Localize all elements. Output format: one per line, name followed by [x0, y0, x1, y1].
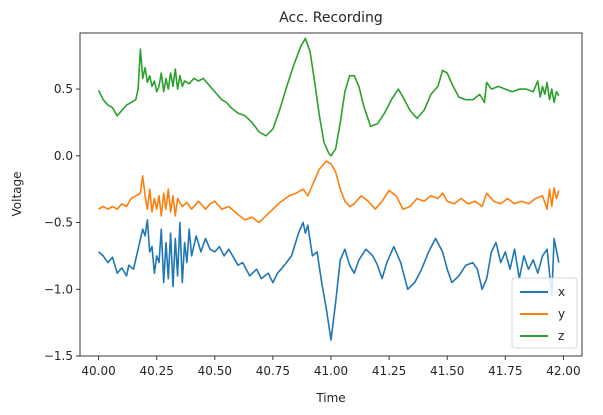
y-tick-label: −0.5	[44, 216, 73, 230]
y-axis: −1.5 −1.0 −0.5 0.0 0.5	[44, 82, 80, 363]
x-tick-label: 41.00	[314, 364, 348, 378]
legend-label-y: y	[558, 307, 565, 321]
x-tick-label: 41.75	[488, 364, 522, 378]
x-tick-label: 41.50	[430, 364, 464, 378]
y-tick-label: −1.0	[44, 282, 73, 296]
x-tick-label: 42.00	[546, 364, 580, 378]
y-axis-label: Voltage	[10, 171, 24, 216]
y-tick-label: −1.5	[44, 349, 73, 363]
series-layer	[97, 37, 560, 341]
x-tick-label: 40.00	[81, 364, 115, 378]
x-tick-label: 40.25	[140, 364, 174, 378]
series-line-x	[98, 219, 560, 341]
y-tick-label: 0.0	[54, 149, 73, 163]
x-tick-label: 41.25	[372, 364, 406, 378]
legend: x y z	[511, 277, 578, 349]
y-tick-label: 0.5	[54, 82, 73, 96]
chart-title: Acc. Recording	[279, 10, 383, 26]
x-tick-label: 40.50	[198, 364, 232, 378]
x-tick-label: 40.75	[256, 364, 290, 378]
x-axis-label: Time	[315, 391, 345, 405]
legend-label-z: z	[558, 329, 564, 343]
x-axis: 40.00 40.25 40.50 40.75 41.00 41.25 41.50 41.75…	[81, 356, 581, 378]
legend-label-x: x	[558, 285, 565, 299]
series-line-y	[98, 160, 560, 224]
series-line-z	[97, 37, 560, 157]
